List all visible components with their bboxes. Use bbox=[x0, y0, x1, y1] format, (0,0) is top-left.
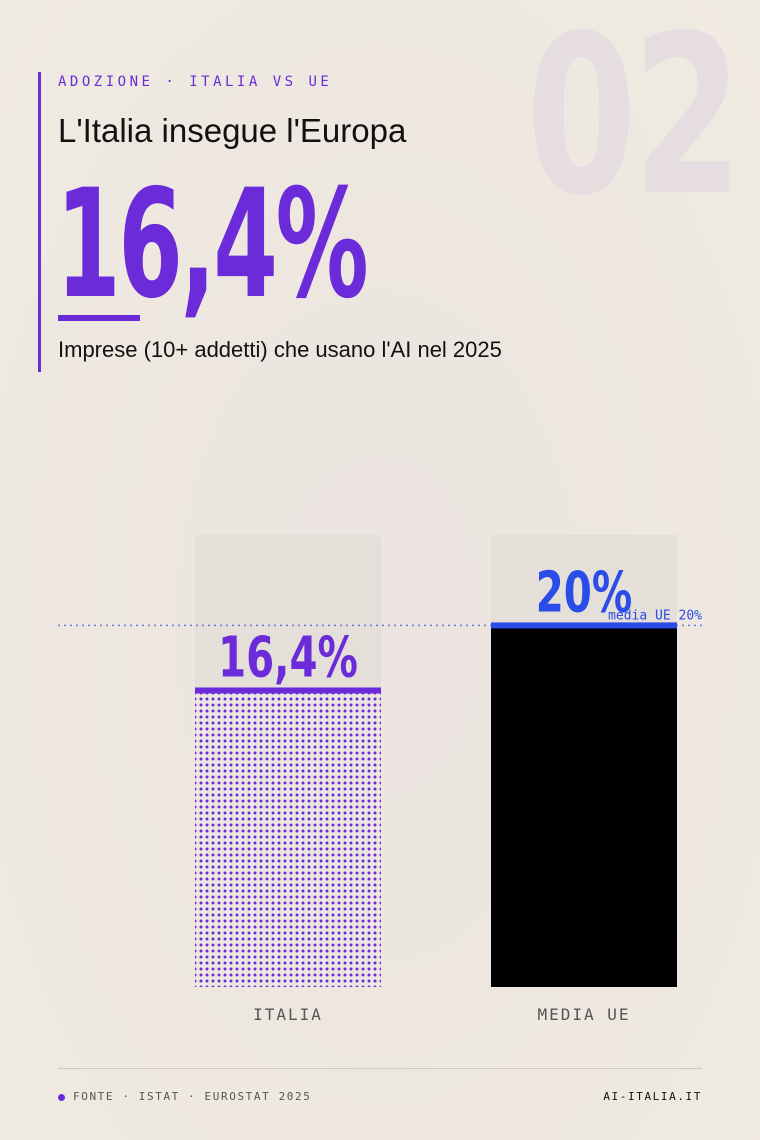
bar-cap-media-ue bbox=[491, 622, 677, 629]
category-label-italia: ITALIA bbox=[253, 1005, 323, 1024]
bar-track-italia bbox=[195, 535, 381, 691]
accent-bar bbox=[38, 72, 41, 372]
subtitle: Imprese (10+ addetti) che usano l'AI nel… bbox=[58, 337, 502, 362]
eyebrow: ADOZIONE · ITALIA VS UE bbox=[58, 74, 333, 90]
footer-source: FONTE · ISTAT · EUROSTAT 2025 bbox=[73, 1090, 312, 1103]
page-title: L'Italia insegue l'Europa bbox=[58, 112, 407, 149]
headline-stat: 16,4% bbox=[56, 158, 369, 332]
stat-underline bbox=[58, 315, 140, 321]
value-label-italia: 16,4% bbox=[218, 625, 358, 690]
bar-track-media-ue bbox=[491, 535, 677, 626]
footer-bullet bbox=[58, 1094, 65, 1101]
value-label-media-ue: 20% bbox=[536, 560, 632, 625]
bar-italia bbox=[195, 690, 381, 987]
section-number: 02 bbox=[526, 0, 742, 244]
footer-divider bbox=[58, 1068, 702, 1069]
reference-line-label: media UE 20% bbox=[608, 608, 702, 623]
bar-cap-italia bbox=[195, 687, 381, 694]
bar-media-ue bbox=[491, 625, 677, 987]
footer-site: AI-ITALIA.IT bbox=[603, 1090, 702, 1103]
category-label-media-ue: MEDIA UE bbox=[537, 1005, 630, 1024]
